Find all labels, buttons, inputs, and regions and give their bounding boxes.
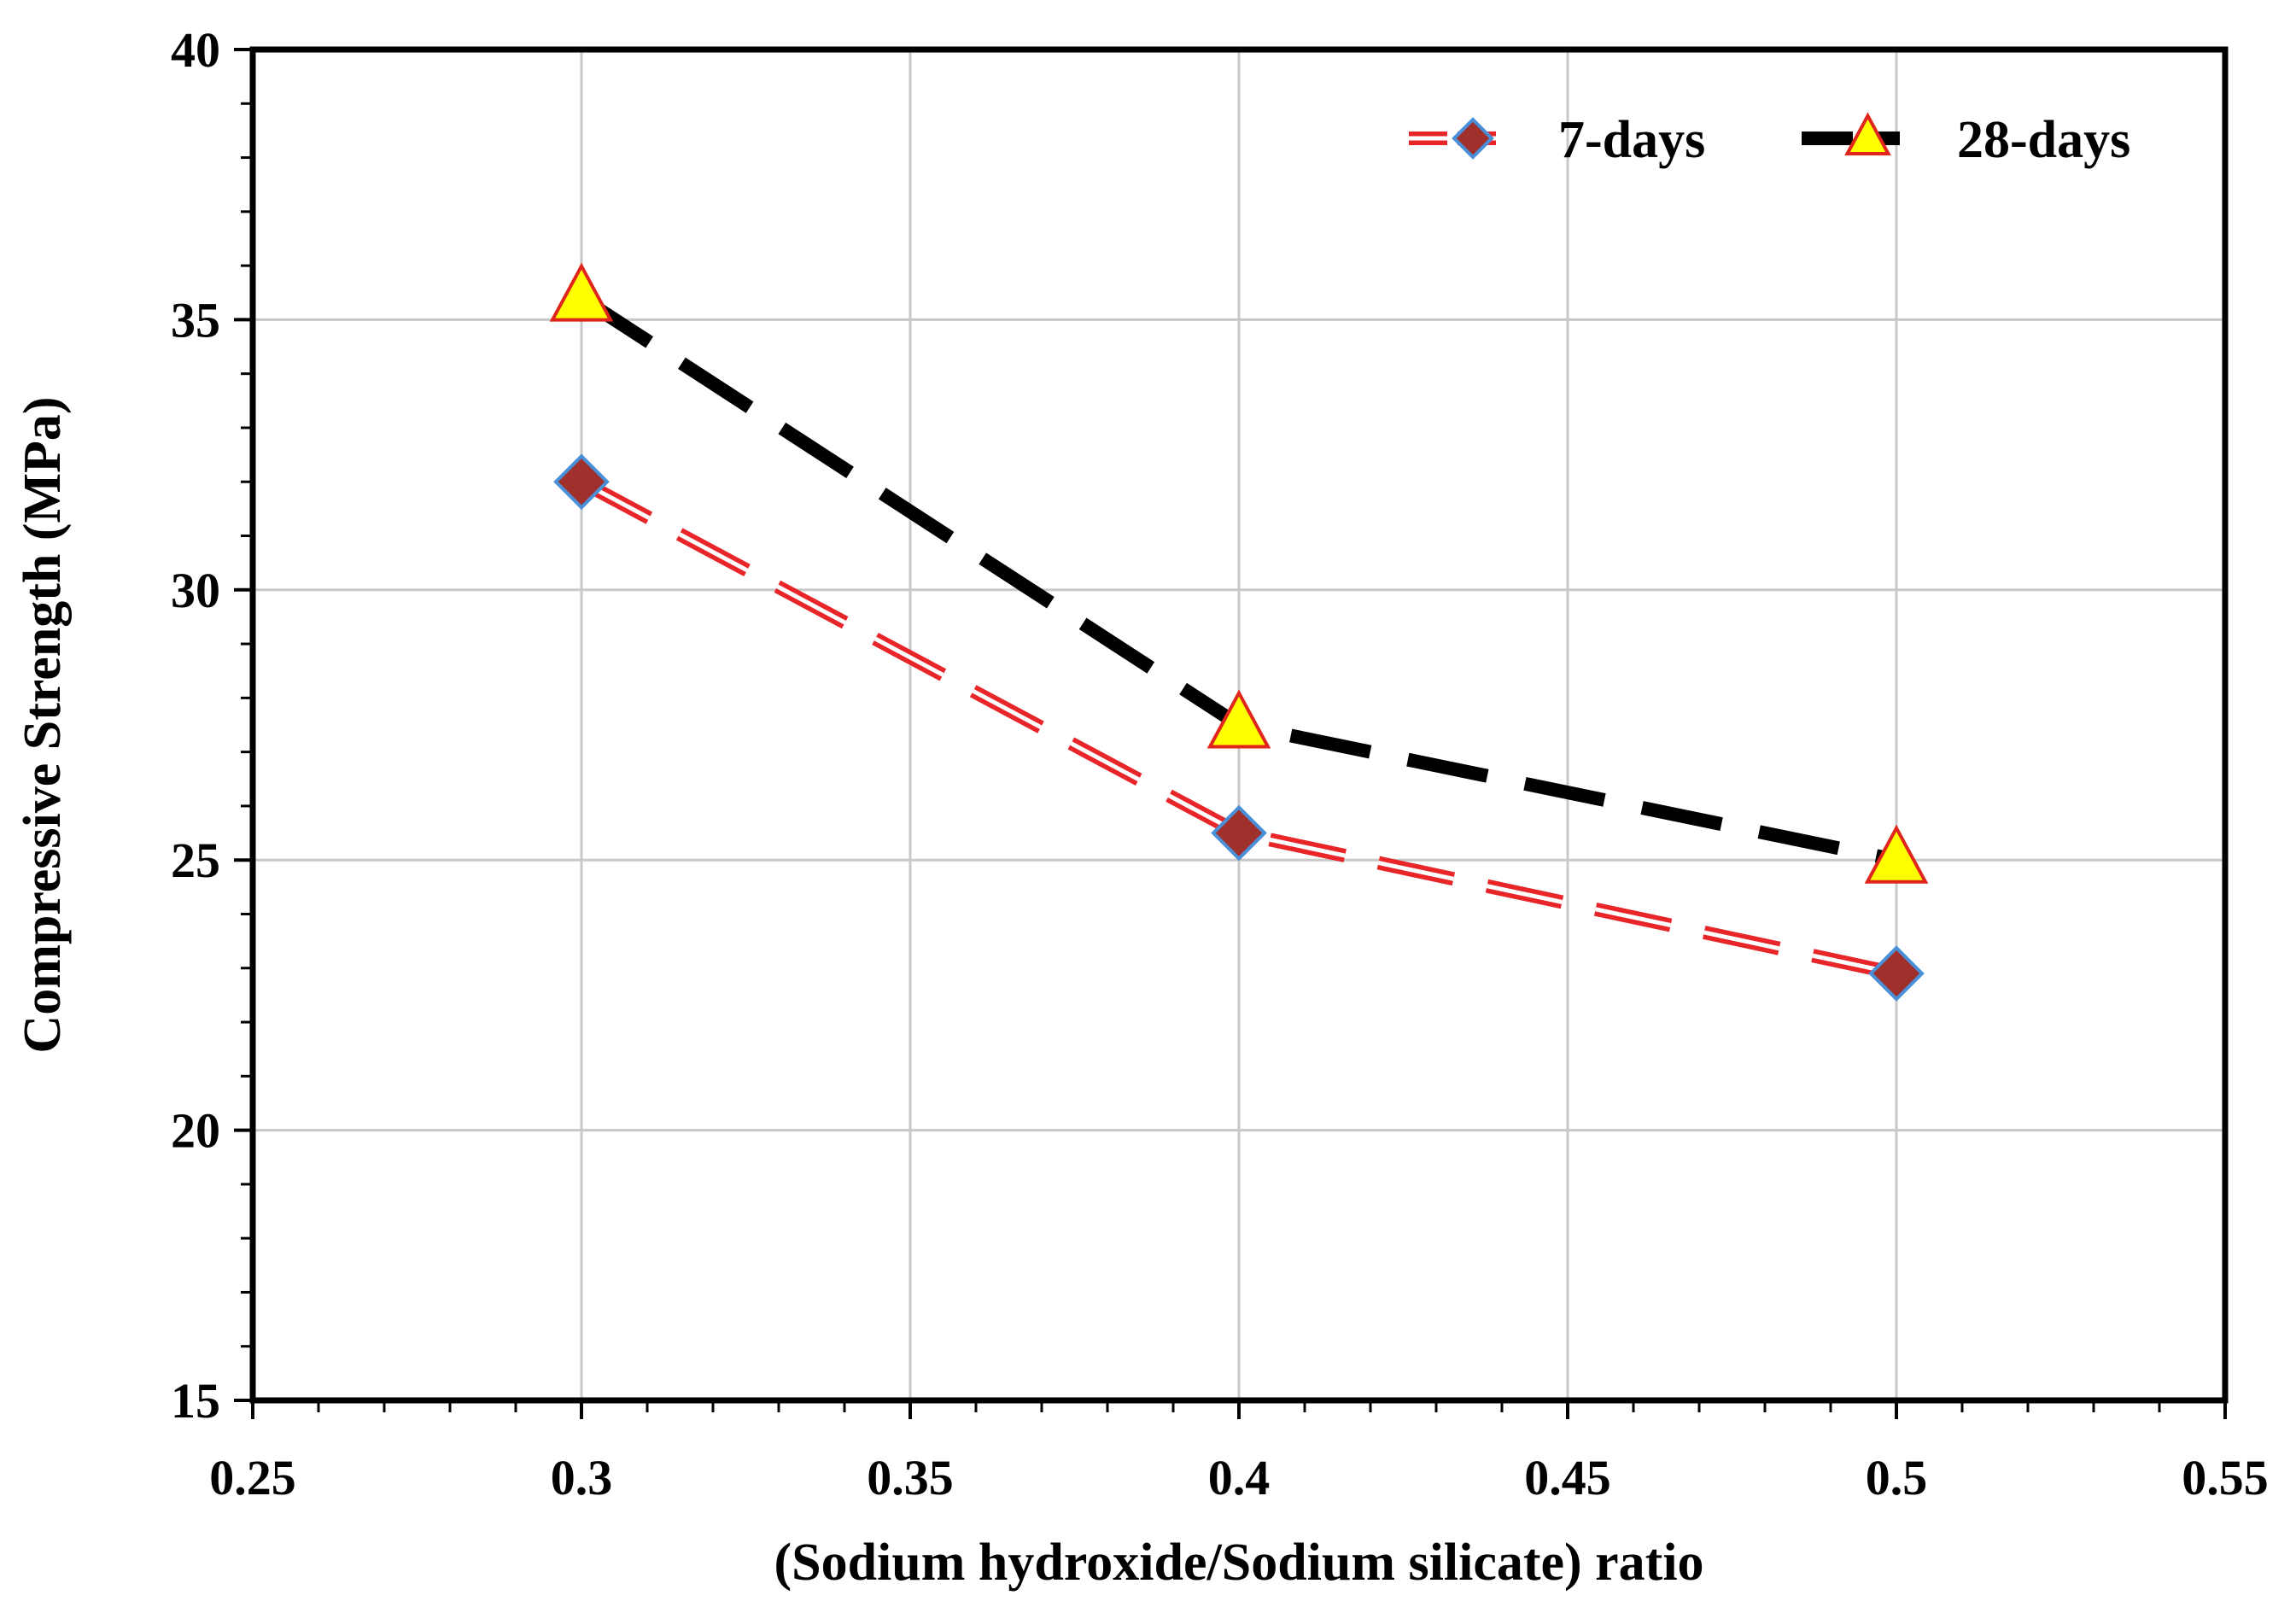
data-point-7-days bbox=[553, 453, 610, 511]
legend-label-7-days: 7-days bbox=[1558, 111, 1705, 169]
legend-marker-7-days bbox=[1452, 117, 1494, 160]
series-layer bbox=[549, 262, 1929, 1002]
legend-label-28-days: 28-days bbox=[1957, 111, 2130, 169]
y-tick-label: 40 bbox=[171, 22, 220, 78]
x-tick-label: 0.5 bbox=[1866, 1450, 1928, 1505]
x-axis-title: (Sodium hydroxide/Sodium silicate) ratio bbox=[774, 1534, 1703, 1592]
series-line-inner-7-days bbox=[580, 480, 1897, 976]
data-point-7-days bbox=[1211, 804, 1267, 862]
data-point-28-days bbox=[549, 262, 614, 322]
y-tick-label: 35 bbox=[171, 292, 220, 348]
data-point-7-days bbox=[1868, 945, 1925, 1002]
x-tick-label: 0.55 bbox=[2182, 1450, 2269, 1505]
legend-marker-28-days bbox=[1844, 112, 1891, 155]
legend: 7-days 28-days bbox=[1409, 111, 2130, 169]
data-point-28-days bbox=[1864, 824, 1929, 884]
data-point-28-days bbox=[1206, 689, 1271, 749]
y-axis-title: Compressive Strength (MPa) bbox=[14, 396, 72, 1053]
x-tick-label: 0.45 bbox=[1524, 1450, 1611, 1505]
y-tick-label: 25 bbox=[171, 833, 220, 888]
y-tick-label: 30 bbox=[171, 563, 220, 618]
y-axis-ticks: 15 20 25 30 35 40 bbox=[171, 22, 253, 1429]
x-tick-label: 0.3 bbox=[551, 1450, 613, 1505]
x-tick-label: 0.35 bbox=[867, 1450, 954, 1505]
x-axis-ticks: 0.25 0.3 0.35 0.4 0.45 0.5 0.55 bbox=[209, 1400, 2269, 1505]
y-tick-label: 15 bbox=[171, 1373, 220, 1429]
x-tick-label: 0.25 bbox=[209, 1450, 296, 1505]
x-tick-label: 0.4 bbox=[1208, 1450, 1271, 1505]
y-tick-label: 20 bbox=[171, 1103, 220, 1159]
